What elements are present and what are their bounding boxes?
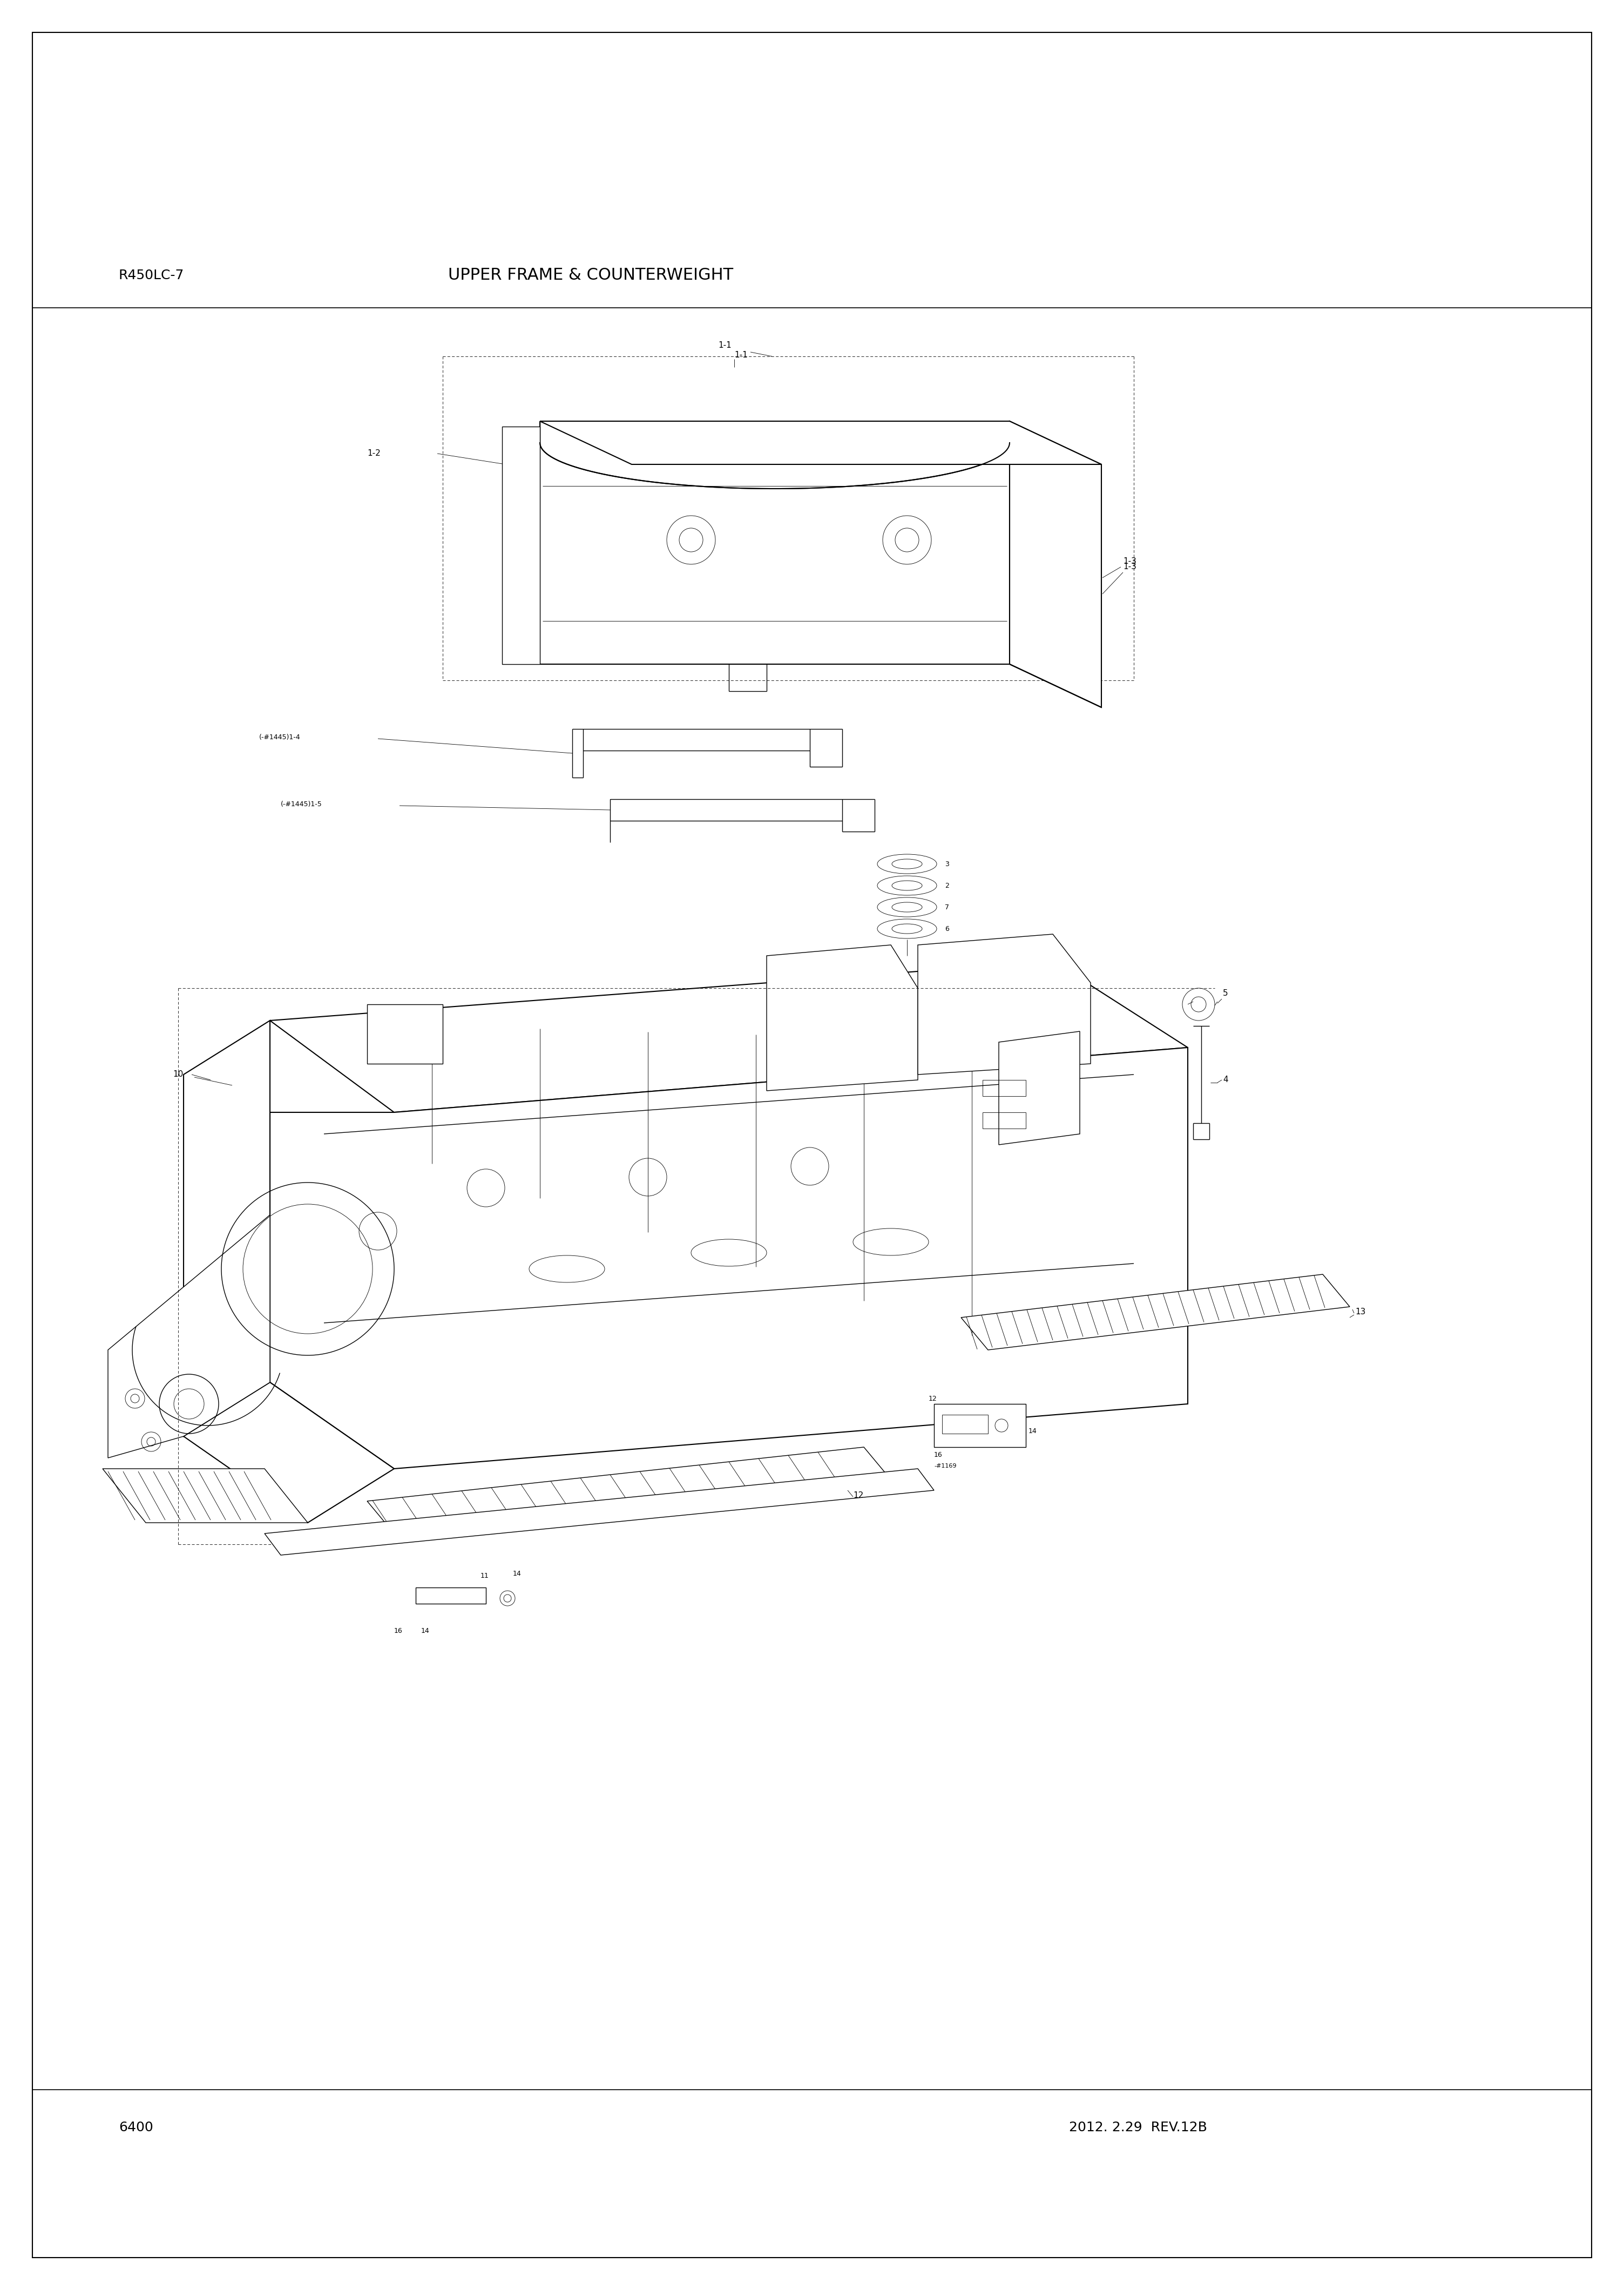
Text: 12: 12 (929, 1395, 937, 1401)
Polygon shape (583, 728, 810, 751)
Polygon shape (270, 962, 1187, 1113)
Text: 2: 2 (945, 882, 948, 889)
Text: 1-3: 1-3 (1122, 563, 1137, 570)
Text: 14: 14 (1028, 1427, 1038, 1434)
Text: 13: 13 (1354, 1308, 1366, 1317)
Text: 3: 3 (945, 861, 948, 868)
Text: 5: 5 (1223, 989, 1228, 998)
Text: 1-2: 1-2 (367, 449, 380, 458)
Polygon shape (367, 1447, 892, 1534)
Polygon shape (184, 1021, 270, 1436)
Text: UPPER FRAME & COUNTERWEIGHT: UPPER FRAME & COUNTERWEIGHT (448, 268, 734, 284)
Bar (983, 1081, 1026, 1097)
Polygon shape (416, 1587, 486, 1603)
Text: 1-3: 1-3 (1122, 556, 1137, 566)
Text: 11: 11 (481, 1573, 489, 1580)
Text: (-#1445)1-5: (-#1445)1-5 (281, 802, 322, 808)
Polygon shape (367, 1005, 443, 1065)
Text: (-#1445)1-4: (-#1445)1-4 (260, 733, 300, 740)
Polygon shape (102, 1468, 307, 1523)
Polygon shape (184, 1383, 395, 1523)
Text: R450LC-7: R450LC-7 (119, 268, 184, 282)
Text: 6: 6 (945, 925, 948, 932)
Polygon shape (999, 1030, 1080, 1145)
Text: 2012. 2.29  REV.12B: 2012. 2.29 REV.12B (1069, 2121, 1207, 2134)
Text: 14: 14 (421, 1628, 430, 1635)
Text: 10: 10 (172, 1069, 184, 1079)
Text: 7: 7 (945, 905, 948, 911)
Text: 16: 16 (934, 1452, 942, 1459)
Text: 6400: 6400 (119, 2121, 153, 2134)
Polygon shape (918, 934, 1091, 1074)
Polygon shape (934, 1404, 1026, 1447)
Polygon shape (539, 421, 1101, 465)
Polygon shape (107, 1216, 270, 1459)
Text: 1-1: 1-1 (734, 350, 747, 360)
Text: 4: 4 (1223, 1076, 1228, 1083)
Text: 16: 16 (395, 1628, 403, 1635)
Polygon shape (1010, 421, 1101, 708)
Bar (983, 1113, 1026, 1129)
Polygon shape (767, 946, 918, 1090)
Polygon shape (961, 1273, 1350, 1349)
Polygon shape (270, 1047, 1187, 1468)
Polygon shape (611, 799, 843, 820)
Text: 12: 12 (853, 1491, 864, 1500)
Text: 1-1: 1-1 (718, 341, 731, 350)
Text: 14: 14 (513, 1571, 521, 1578)
Text: -#1169: -#1169 (934, 1463, 957, 1468)
Polygon shape (502, 426, 539, 664)
Polygon shape (265, 1468, 934, 1555)
